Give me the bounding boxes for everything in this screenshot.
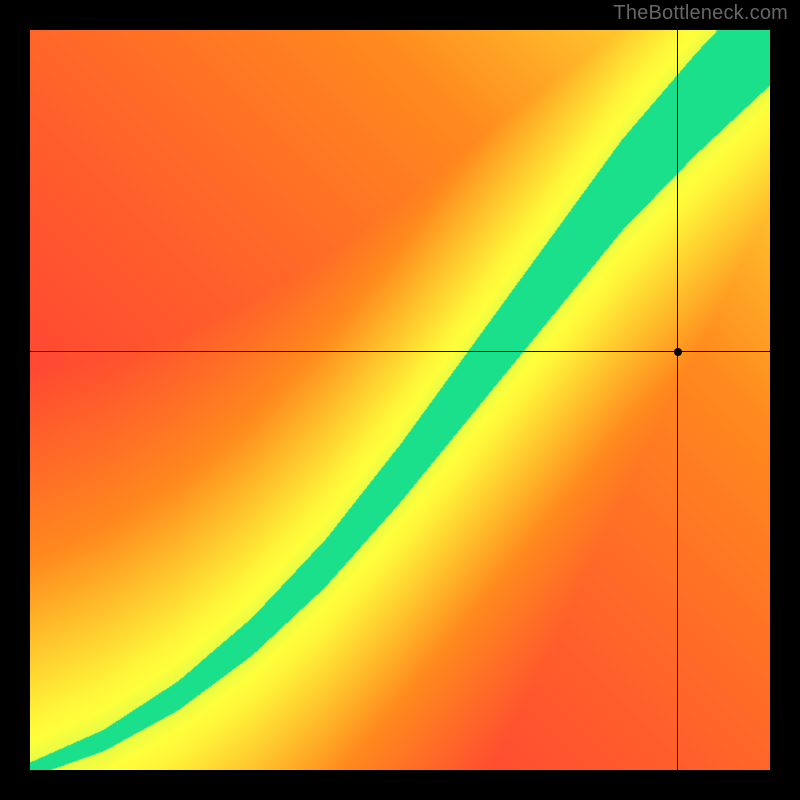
watermark-text: TheBottleneck.com	[613, 2, 788, 25]
crosshair-vertical	[677, 30, 678, 770]
chart-container: TheBottleneck.com	[0, 0, 800, 800]
heatmap-canvas	[30, 30, 770, 770]
crosshair-marker	[674, 348, 682, 356]
plot-area	[30, 30, 770, 770]
crosshair-horizontal	[30, 351, 770, 352]
